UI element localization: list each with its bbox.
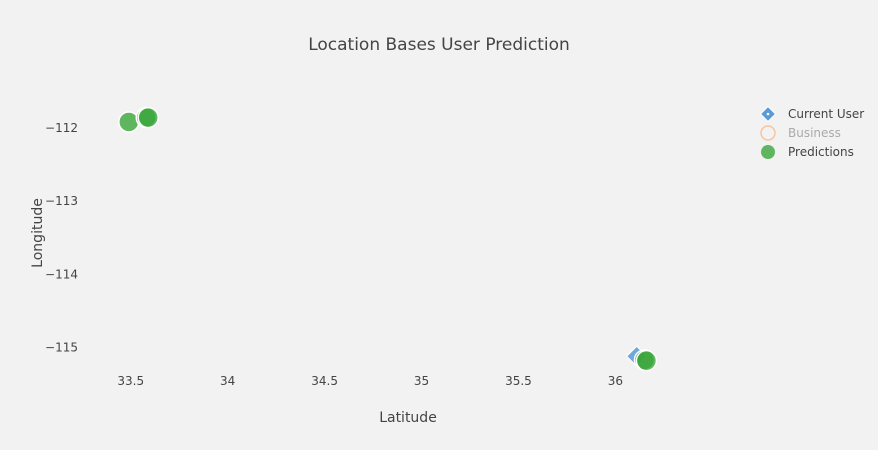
legend-circle-marker [761, 145, 775, 159]
y-tick-label: −112 [45, 121, 78, 135]
chart-title: Location Bases User Prediction [308, 35, 570, 55]
x-tick-label: 35.5 [505, 374, 532, 388]
x-tick-label: 34 [220, 374, 235, 388]
legend-diamond-dot [766, 112, 770, 116]
data-points [118, 106, 658, 372]
prediction-point[interactable] [137, 106, 159, 129]
legend-label: Predictions [788, 145, 854, 159]
y-tick-label: −114 [45, 267, 78, 281]
legend-item-predictions[interactable]: Predictions [761, 145, 854, 159]
x-tick-label: 36 [608, 374, 623, 388]
x-axis-title: Latitude [379, 410, 437, 426]
legend-label: Current User [788, 107, 864, 121]
legend[interactable]: Current User Business Predictions [759, 105, 865, 160]
y-axis-title: Longitude [30, 198, 46, 268]
x-axis-ticks: 33.5 34 34.5 35 35.5 36 [117, 374, 623, 388]
prediction-point[interactable] [118, 111, 140, 133]
x-tick-label: 34.5 [311, 374, 338, 388]
y-tick-label: −115 [45, 340, 78, 354]
y-axis-ticks: −112 −113 −114 −115 [45, 121, 78, 355]
x-tick-label: 35 [414, 374, 429, 388]
y-tick-label: −113 [45, 194, 78, 208]
legend-item-business[interactable]: Business [760, 125, 841, 141]
legend-label: Business [788, 126, 841, 140]
legend-item-current-user[interactable]: Current User [759, 105, 865, 123]
x-tick-label: 33.5 [117, 374, 144, 388]
legend-open-circle-marker [760, 125, 776, 141]
prediction-point[interactable] [635, 349, 658, 372]
